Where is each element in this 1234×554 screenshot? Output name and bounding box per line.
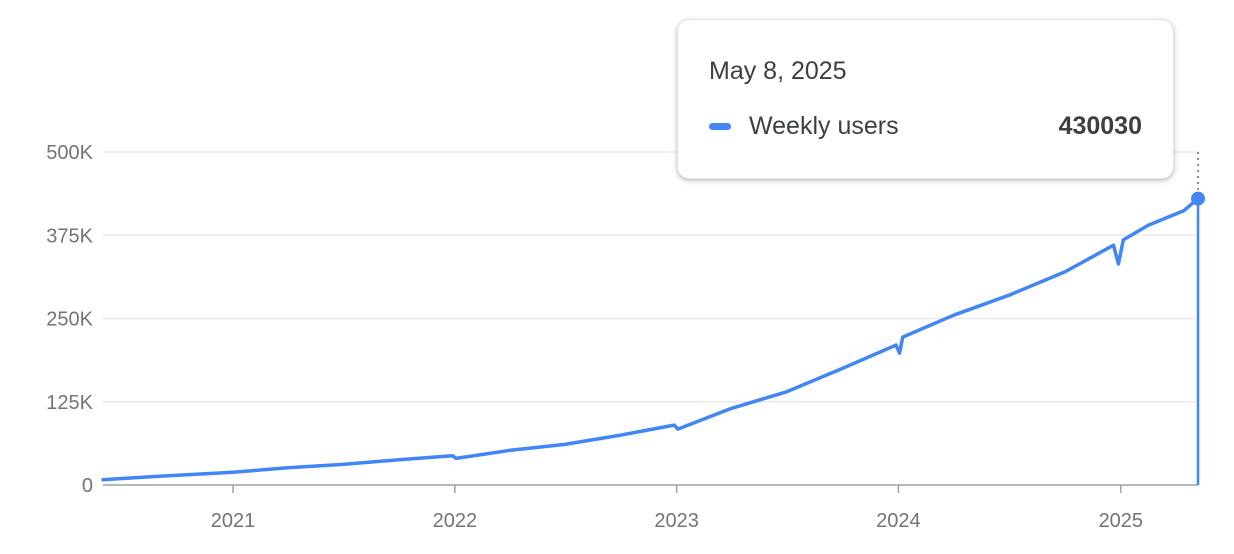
tooltip-series-swatch: [709, 123, 731, 130]
y-tick-label: 375K: [46, 225, 93, 247]
x-tick-label: 2025: [1099, 510, 1144, 532]
y-tick-label: 0: [82, 475, 93, 497]
y-tick-label: 125K: [46, 392, 93, 414]
tooltip-series-name: Weekly users: [749, 112, 899, 140]
x-tick-label: 2023: [654, 510, 699, 532]
highlight-point: [1191, 191, 1205, 206]
chart-tooltip: May 8, 2025 Weekly users 430030: [677, 19, 1174, 179]
x-tick-label: 2024: [876, 510, 921, 532]
y-tick-label: 500K: [46, 142, 93, 164]
y-tick-label: 250K: [46, 309, 93, 331]
x-tick-label: 2022: [433, 510, 478, 532]
x-tick-label: 2021: [211, 510, 256, 532]
tooltip-value: 430030: [1058, 112, 1142, 140]
series-line-weekly-users: [101, 196, 1200, 482]
tooltip-date: May 8, 2025: [709, 57, 847, 85]
